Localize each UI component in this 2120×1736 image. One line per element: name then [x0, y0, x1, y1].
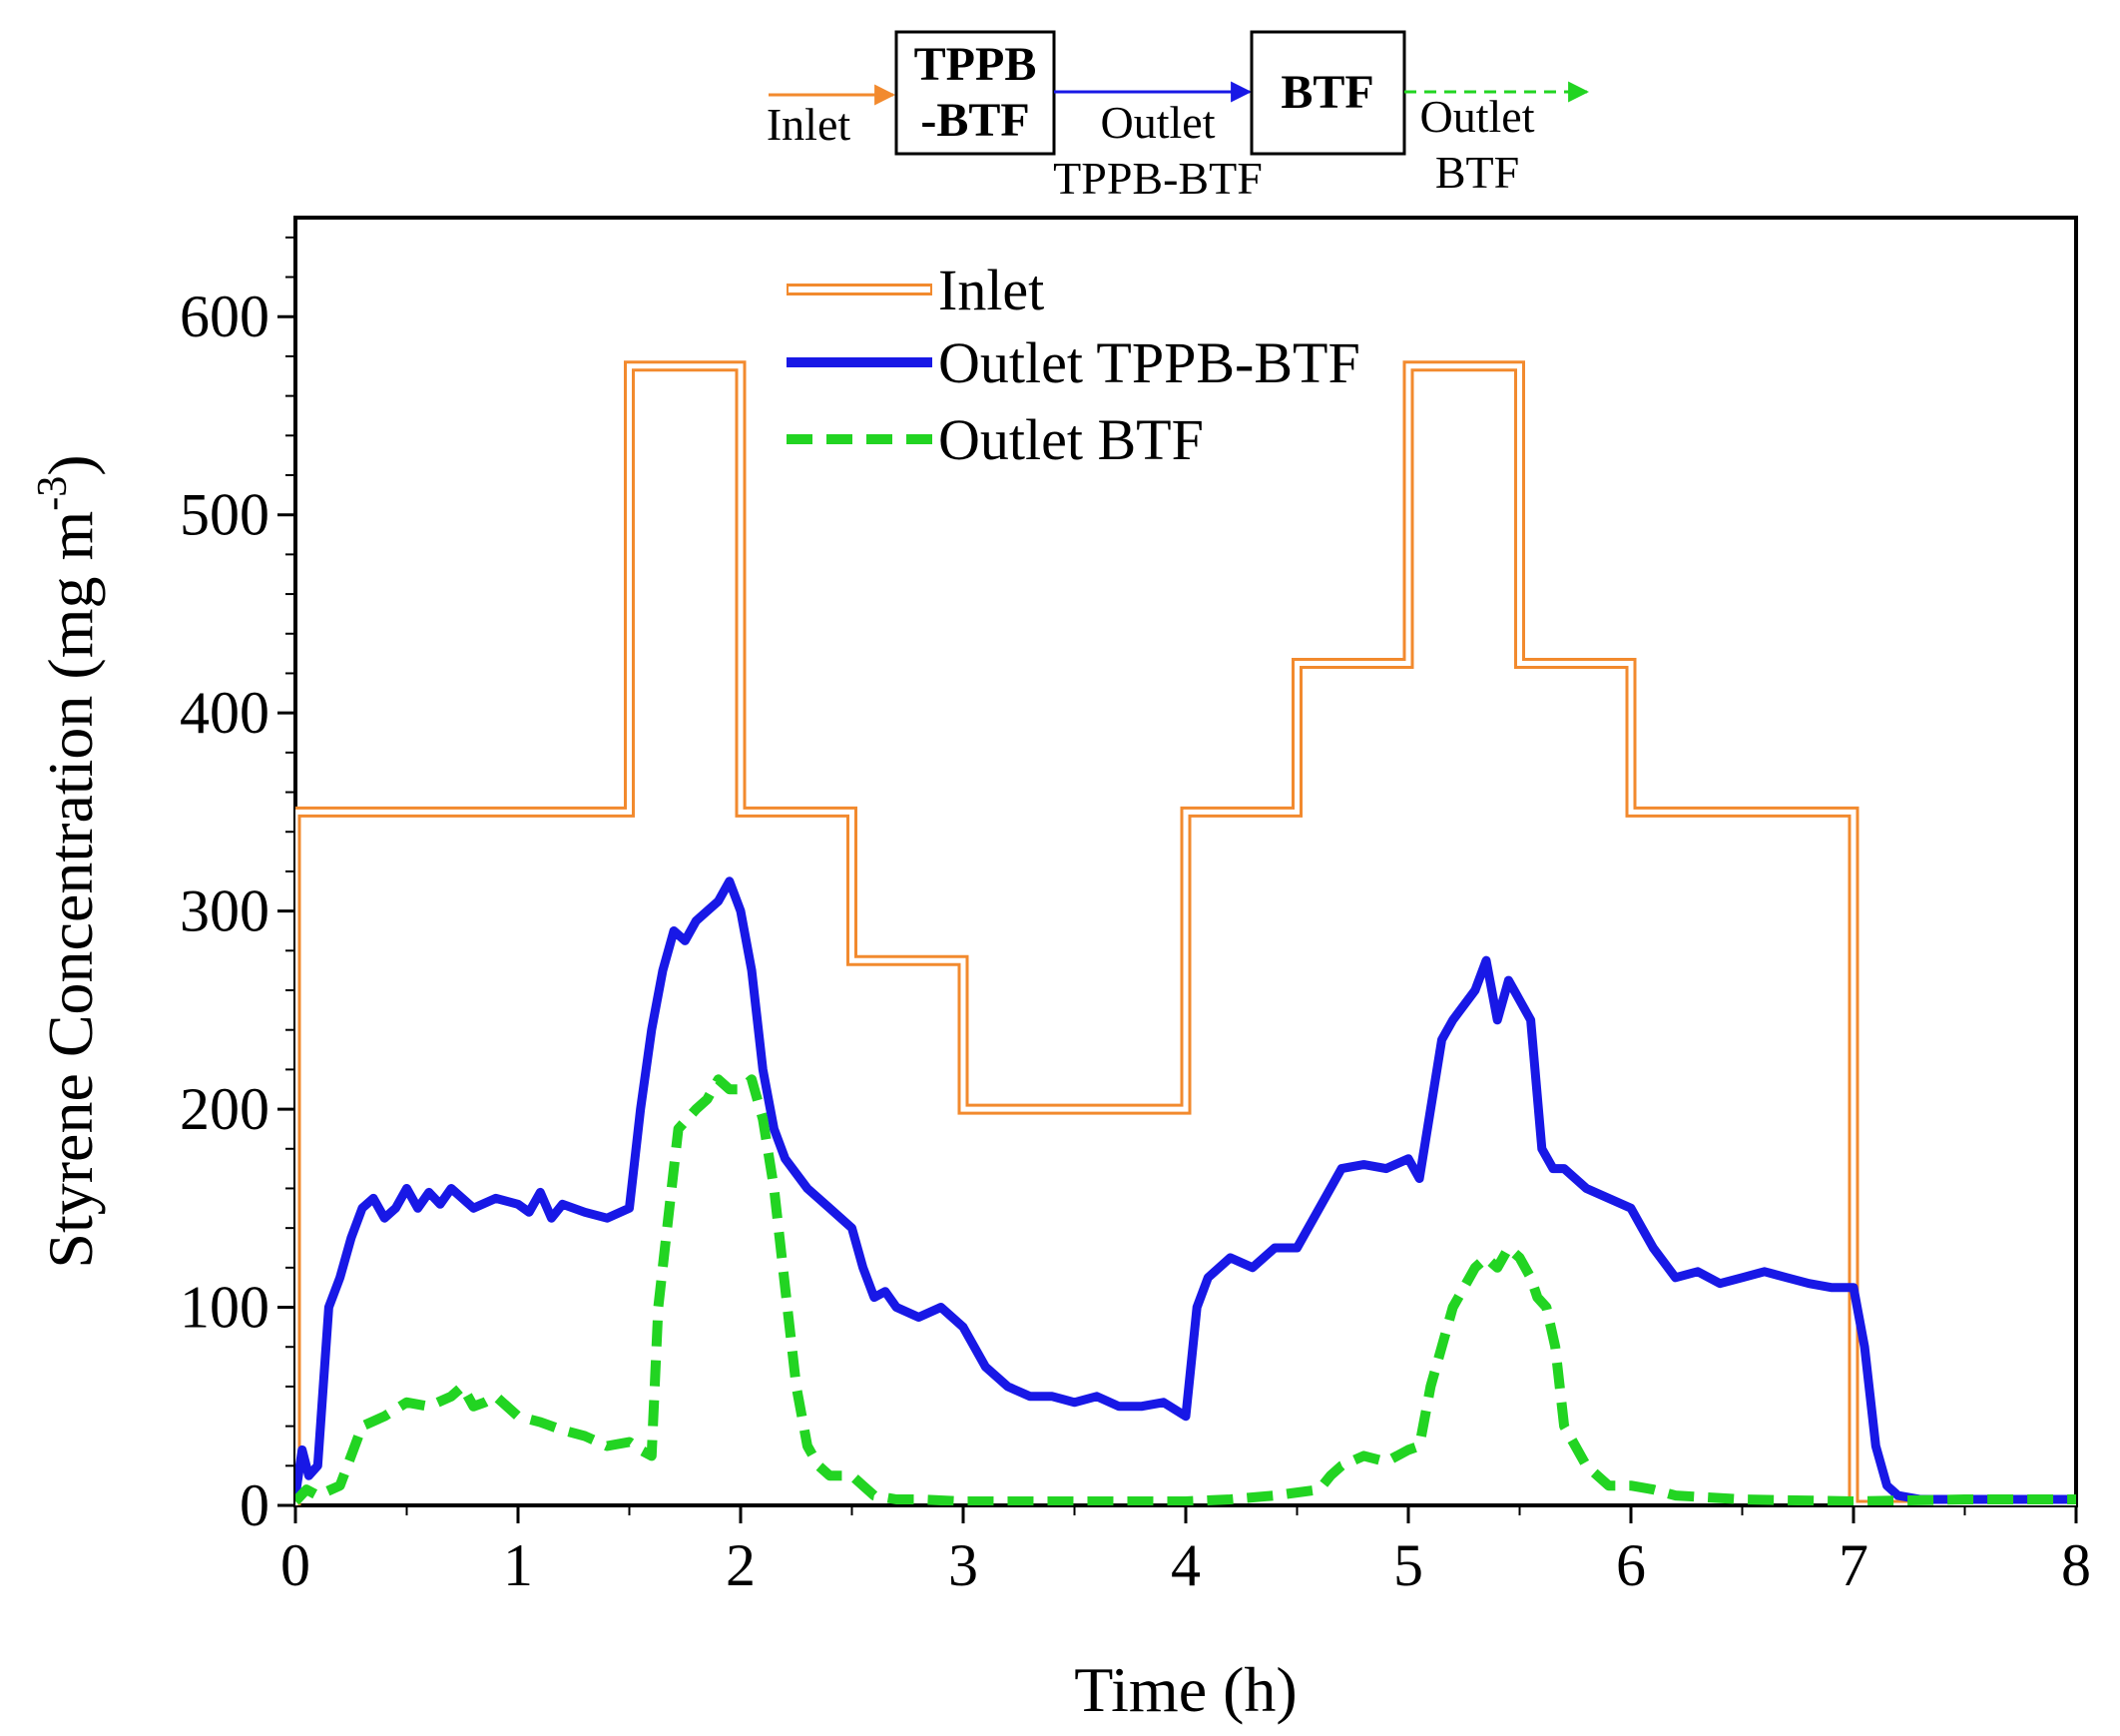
x-tick-label-8: 8: [2061, 1532, 2091, 1598]
btf-box: [1250, 30, 1406, 156]
inlet-flow-label: Inlet: [767, 99, 851, 150]
x-tick-label-2: 2: [726, 1532, 756, 1598]
x-tick-label-3: 3: [948, 1532, 978, 1598]
outlet-tppb-label-line2: TPPB-BTF: [1053, 153, 1263, 204]
series-inlet-line-inner: [295, 363, 2076, 1505]
tppb-btf-box-line2: -BTF: [920, 94, 1029, 147]
y-tick-label-400: 400: [180, 680, 269, 746]
x-tick-label-1: 1: [503, 1532, 533, 1598]
y-tick-label-200: 200: [180, 1076, 269, 1142]
series-layer: [295, 360, 2076, 1505]
y-axis-title: Styrene Concentration (mg m-3): [30, 454, 106, 1268]
x-axis-title: Time (h): [1074, 1654, 1297, 1725]
outlet-btf-label-line1: Outlet: [1420, 91, 1535, 142]
legend-label-inlet: Inlet: [938, 258, 1044, 322]
y-tick-label-600: 600: [180, 284, 269, 349]
x-tick-label-4: 4: [1171, 1532, 1201, 1598]
x-tick-label-0: 0: [280, 1532, 310, 1598]
legend-label-outlet-btf: Outlet BTF: [938, 407, 1204, 472]
outlet-btf-label-line2: BTF: [1435, 147, 1519, 198]
legend: Inlet Outlet TPPB-BTF Outlet BTF: [787, 258, 1360, 472]
series-outlet-tppb-btf-line: [295, 876, 2076, 1504]
y-tick-label-500: 500: [180, 482, 269, 548]
series-outlet-btf-line: [295, 1074, 2076, 1505]
y-axis-title-sup: -3: [30, 476, 76, 511]
legend-label-outlet-tppb: Outlet TPPB-BTF: [938, 330, 1360, 395]
tppb-btf-box-line1: TPPB: [914, 38, 1037, 91]
x-tick-label-5: 5: [1393, 1532, 1423, 1598]
outlet-tppb-label-line1: Outlet: [1101, 97, 1216, 148]
x-tick-label-6: 6: [1616, 1532, 1646, 1598]
flow-diagram: Inlet TPPB -BTF Outlet TPPB-BTF BTF Outl…: [767, 30, 1590, 204]
y-axis-title-close: ): [35, 454, 106, 475]
y-tick-label-0: 0: [240, 1472, 269, 1538]
y-tick-label-300: 300: [180, 878, 269, 944]
axis-ticks: 0 1 2 3 4 5 6 7 8 0 100 200 300 400 500 600: [180, 236, 2091, 1598]
x-tick-label-7: 7: [1839, 1532, 1868, 1598]
y-tick-label-100: 100: [180, 1275, 269, 1341]
y-axis-title-main: Styrene Concentration (mg m: [35, 511, 106, 1269]
btf-box-label: BTF: [1281, 66, 1373, 119]
